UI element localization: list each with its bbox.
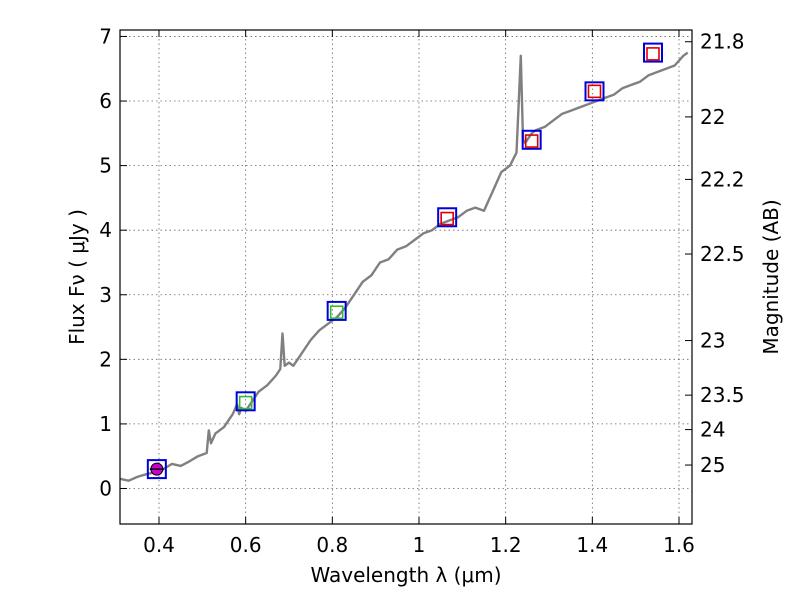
- mag-tick-label: 22: [700, 105, 725, 129]
- mag-tick-label: 25: [700, 453, 725, 477]
- band-box-marker: [326, 300, 347, 321]
- y-tick-label: 2: [99, 347, 112, 371]
- y-tick-label: 5: [99, 154, 112, 178]
- series-layer: [119, 42, 689, 482]
- model-red-marker: [524, 134, 539, 148]
- x-tick-label: 1.4: [576, 533, 608, 557]
- y-tick-label: 0: [99, 476, 112, 500]
- grid: [120, 30, 692, 524]
- x-tick-label: 1.6: [663, 533, 695, 557]
- band-box-marker: [146, 459, 167, 480]
- y-tick-label: 3: [99, 283, 112, 307]
- y-tick-label: 4: [99, 218, 112, 242]
- mag-tick-label: 21.8: [700, 30, 745, 54]
- mag-tick-label: 22.5: [700, 242, 745, 266]
- y-axis-label: Flux Fν ( μJy ): [65, 209, 89, 345]
- y-tick-label: 7: [99, 24, 112, 48]
- x-tick-label: 0.6: [230, 533, 262, 557]
- spectrum-line: [119, 51, 689, 482]
- model-green-marker: [238, 395, 253, 410]
- x-tick-label: 0.8: [316, 533, 348, 557]
- x-tick-label: 1: [413, 533, 426, 557]
- mag-tick-label: 22.2: [700, 167, 745, 191]
- plot-frame: [119, 29, 693, 525]
- y-tick-label: 6: [99, 89, 112, 113]
- y-tick-label: 1: [99, 412, 112, 436]
- band-box-marker: [235, 391, 256, 412]
- model-red-marker: [646, 47, 660, 61]
- x-tick-label: 0.4: [143, 533, 175, 557]
- mag-tick-label: 24: [700, 418, 725, 442]
- band-box-marker: [643, 42, 663, 63]
- mag-tick-label: 23.5: [700, 383, 745, 407]
- band-box-marker: [521, 129, 542, 150]
- x-axis-label: Wavelength λ (μm): [310, 563, 501, 587]
- model-green-marker: [329, 305, 344, 319]
- model-red-marker: [587, 84, 602, 99]
- band-box-marker: [437, 207, 458, 228]
- mag-tick-label: 23: [700, 329, 725, 353]
- x-tick-label: 1.2: [490, 533, 522, 557]
- model-red-marker: [440, 211, 454, 226]
- band-box-marker: [584, 81, 605, 102]
- right-axis-label: Magnitude (AB): [759, 199, 783, 354]
